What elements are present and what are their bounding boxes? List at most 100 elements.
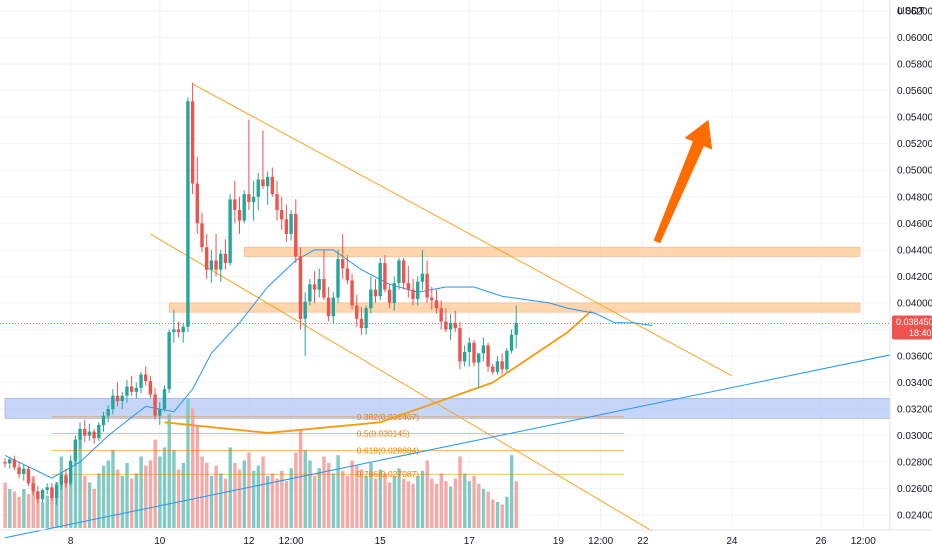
- candle-body: [448, 322, 453, 330]
- volume-bar: [69, 469, 73, 528]
- fibonacci-levels: 0.382(0.031407) 0.5(0.030145) 0.618(0.0288…: [51, 412, 625, 479]
- volume-bar: [444, 481, 448, 528]
- time-tick-label: 12:00: [279, 536, 304, 547]
- candle-body: [303, 301, 307, 319]
- volume-bar: [256, 465, 261, 528]
- candle-body: [340, 259, 345, 269]
- volume-bar: [477, 483, 481, 528]
- candle-body: [158, 409, 162, 416]
- volume-bar: [439, 473, 443, 528]
- fib-level-label: 0.786(0.027087): [357, 469, 420, 479]
- candle-body: [111, 395, 115, 410]
- candle-body: [22, 468, 26, 475]
- volume-bar: [233, 463, 237, 528]
- volume-bar: [228, 447, 232, 528]
- candle-body: [406, 282, 411, 290]
- time-tick-label: 12:00: [851, 536, 876, 547]
- candle-body: [106, 409, 110, 416]
- volume-bar: [247, 452, 251, 528]
- candle-body: [54, 484, 59, 498]
- volume-bar: [31, 476, 35, 528]
- volume-bar: [486, 491, 490, 528]
- candle-body: [420, 273, 425, 282]
- candle-body: [64, 475, 68, 484]
- candle-body: [73, 439, 78, 461]
- trend-support-line: [4, 354, 892, 539]
- candle-body: [397, 260, 401, 283]
- volume-bar: [92, 489, 96, 528]
- candle-body: [350, 280, 354, 306]
- time-tick-label: 19: [553, 536, 565, 547]
- volume-bar: [364, 476, 368, 528]
- volume-bar: [83, 476, 87, 528]
- candle-body: [26, 468, 31, 484]
- candle-body: [514, 322, 518, 335]
- volume-bar: [289, 468, 293, 528]
- candle-body: [298, 256, 303, 319]
- volume-bar: [355, 465, 359, 528]
- candle-body: [439, 308, 443, 322]
- volume-bar: [420, 470, 425, 528]
- candle-body: [509, 334, 514, 351]
- candle-body: [68, 460, 73, 484]
- candle-body: [476, 353, 481, 363]
- candle-body: [425, 273, 429, 298]
- volume-bar: [26, 494, 31, 528]
- candle-body: [17, 467, 21, 475]
- candle-body: [275, 194, 279, 211]
- volume-bar: [223, 478, 228, 528]
- candle-body: [294, 214, 298, 257]
- candle-body: [486, 345, 490, 367]
- candle-body: [247, 194, 251, 203]
- volume-bar: [500, 504, 504, 528]
- candle-body: [256, 179, 260, 197]
- candle-body: [251, 196, 256, 203]
- volume-bar: [491, 499, 495, 528]
- time-tick-label: 12:00: [588, 536, 613, 547]
- candle-body: [78, 428, 82, 440]
- volume-bar: [416, 476, 420, 528]
- candle-body: [453, 322, 457, 329]
- volume-bar: [341, 470, 345, 528]
- volume-bar: [434, 483, 439, 528]
- volume-bar: [425, 460, 429, 528]
- price-tick-label: 0.024000: [897, 511, 932, 522]
- candle-body: [219, 253, 223, 270]
- candle-body: [176, 329, 181, 333]
- current-price-tag[interactable]: 0.038450 18:40: [892, 315, 932, 340]
- volume-bar: [280, 470, 284, 528]
- candle-body: [129, 386, 134, 392]
- candle-body: [411, 289, 415, 299]
- volume-bar: [261, 456, 265, 528]
- time-tick-label: 15: [375, 536, 387, 547]
- candle-body: [181, 326, 185, 333]
- volume-bar: [270, 473, 275, 528]
- candle-body: [345, 268, 350, 281]
- volume-bar: [458, 456, 462, 528]
- candle-body: [430, 297, 434, 301]
- fib-level-label: 0.5(0.030145): [357, 429, 410, 439]
- candle-body: [190, 101, 195, 184]
- candle-body: [416, 281, 420, 299]
- volume-bar: [514, 481, 519, 528]
- candle-body: [125, 386, 129, 396]
- time-tick-label: 24: [726, 536, 738, 547]
- volume-bar: [195, 426, 200, 528]
- candle-body: [167, 332, 171, 390]
- candle-body: [228, 199, 232, 264]
- volume-bar: [167, 413, 171, 528]
- volume-bar: [153, 439, 157, 528]
- candle-body: [3, 462, 7, 464]
- candle-body: [59, 475, 63, 485]
- currency-label: USDT: [897, 6, 924, 17]
- volume-bar: [205, 463, 209, 528]
- candle-body: [383, 263, 387, 290]
- volume-bar: [369, 463, 373, 528]
